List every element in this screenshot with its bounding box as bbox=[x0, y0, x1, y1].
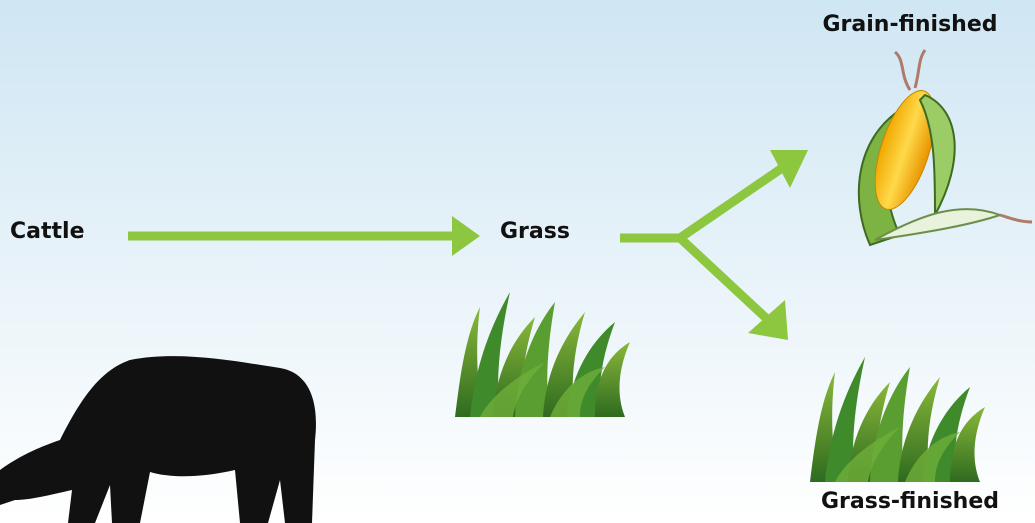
node-label: Cattle bbox=[10, 219, 85, 244]
diagram: Cattle Grass Grain-finished Grass-finish… bbox=[0, 0, 1035, 523]
node-label: Grass-finished bbox=[821, 489, 999, 514]
node-label: Grain-finished bbox=[822, 12, 997, 37]
node-label: Grass bbox=[500, 219, 570, 244]
